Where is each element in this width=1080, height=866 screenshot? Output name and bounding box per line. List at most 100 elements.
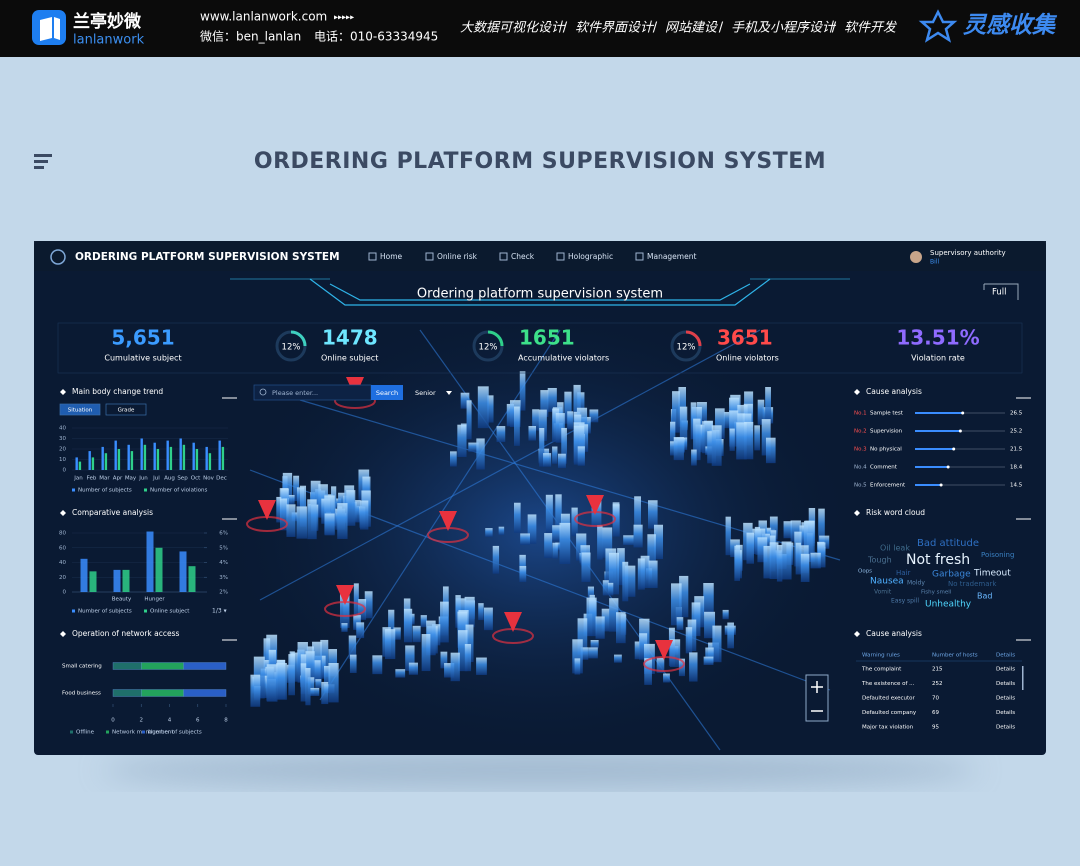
y-category-label: Small catering bbox=[62, 664, 102, 670]
building bbox=[587, 586, 595, 600]
building bbox=[577, 618, 588, 655]
bar bbox=[188, 566, 196, 592]
header-nav-item[interactable]: 手机及小程序设计 bbox=[731, 21, 837, 36]
dashboard-nav-item[interactable]: Home bbox=[380, 252, 403, 261]
tab[interactable] bbox=[59, 403, 101, 416]
building bbox=[487, 395, 494, 423]
dashboard-nav-item[interactable]: Check bbox=[511, 252, 535, 261]
building bbox=[729, 428, 735, 451]
y-tick-label: 60 bbox=[59, 545, 66, 551]
building bbox=[795, 542, 802, 575]
building bbox=[597, 525, 603, 560]
stat-label: Online violators bbox=[716, 354, 779, 363]
bar bbox=[915, 430, 961, 432]
cloud-word: Bad attitude bbox=[917, 538, 979, 549]
details-link[interactable]: Details bbox=[996, 710, 1015, 716]
nav-icon bbox=[425, 252, 434, 261]
tab-label[interactable]: Situation bbox=[68, 408, 93, 414]
cloud-word: Poisoning bbox=[981, 551, 1014, 559]
building bbox=[676, 617, 684, 630]
building bbox=[722, 609, 729, 620]
panel-title: Main body change trend bbox=[72, 387, 163, 396]
marker-pin bbox=[336, 585, 354, 605]
building bbox=[744, 421, 754, 460]
building bbox=[300, 663, 307, 702]
building bbox=[803, 520, 815, 562]
stat-value: 13.51% bbox=[896, 326, 979, 350]
header-nav-item[interactable]: 大数据可视化设计 bbox=[460, 21, 566, 36]
building bbox=[291, 652, 301, 682]
senior-select[interactable]: Senior bbox=[415, 389, 436, 397]
zoom-in[interactable] bbox=[811, 681, 823, 693]
logo-book bbox=[40, 17, 60, 41]
building bbox=[337, 503, 348, 539]
building bbox=[395, 669, 406, 678]
bar-segment bbox=[183, 689, 227, 697]
building bbox=[697, 402, 707, 425]
panel-title: Risk word cloud bbox=[866, 508, 925, 517]
building bbox=[810, 552, 821, 569]
building bbox=[426, 620, 436, 656]
dashboard-nav-item[interactable]: Management bbox=[647, 252, 696, 261]
building bbox=[637, 558, 645, 590]
x-tick-label: Aug bbox=[164, 476, 175, 482]
building bbox=[699, 425, 705, 453]
search-button-label[interactable]: Search bbox=[376, 389, 398, 397]
cause-name: No physical bbox=[870, 447, 902, 453]
y2-tick-label: 4% bbox=[219, 560, 228, 566]
bar-end bbox=[961, 411, 965, 415]
bar bbox=[113, 569, 121, 592]
x-tick-label: Sep bbox=[177, 476, 188, 482]
legend-label: Online subject bbox=[150, 609, 190, 615]
building bbox=[305, 668, 311, 706]
building bbox=[765, 387, 771, 425]
building bbox=[547, 387, 557, 412]
full-button[interactable]: Full bbox=[992, 288, 1007, 298]
details-link[interactable]: Details bbox=[996, 681, 1015, 687]
building bbox=[572, 639, 583, 674]
building bbox=[769, 516, 778, 540]
dashboard-nav-item[interactable]: Online risk bbox=[437, 252, 478, 261]
building bbox=[276, 496, 282, 523]
building bbox=[528, 425, 537, 441]
search-placeholder[interactable]: Please enter... bbox=[272, 389, 318, 397]
tab-label[interactable]: Grade bbox=[118, 408, 135, 414]
legend-swatch bbox=[106, 730, 109, 734]
stat-label: Accumulative violators bbox=[518, 354, 609, 363]
table-scrollbar bbox=[1022, 666, 1024, 690]
header-nav-item[interactable]: 网站建设 bbox=[665, 21, 719, 36]
cause-value: 14.5 bbox=[1010, 483, 1023, 489]
building bbox=[729, 410, 739, 447]
building bbox=[440, 651, 448, 669]
building bbox=[648, 560, 658, 589]
nav-separator: / bbox=[719, 21, 724, 36]
building bbox=[544, 533, 553, 558]
building bbox=[288, 654, 295, 696]
search-button[interactable] bbox=[371, 385, 403, 400]
building bbox=[313, 660, 321, 682]
building bbox=[580, 647, 589, 660]
menu-icon[interactable] bbox=[34, 154, 52, 169]
building bbox=[310, 480, 321, 517]
building bbox=[513, 406, 520, 446]
tab[interactable] bbox=[105, 403, 147, 416]
x-tick-label: Beauty bbox=[112, 597, 132, 603]
details-link[interactable]: Details bbox=[996, 725, 1015, 731]
building bbox=[602, 527, 613, 558]
building bbox=[293, 475, 300, 502]
dashboard-nav-item[interactable]: Holographic bbox=[568, 252, 613, 261]
header-nav-item[interactable]: 软件界面设计 bbox=[575, 21, 655, 36]
details-link[interactable]: Details bbox=[996, 667, 1015, 673]
rank-label: No.3 bbox=[854, 447, 867, 453]
header-nav-item[interactable]: 软件开发 bbox=[844, 21, 898, 36]
nav-icon bbox=[368, 252, 377, 261]
building bbox=[653, 524, 664, 560]
pager[interactable]: 1/3 ▾ bbox=[212, 608, 227, 615]
legend-swatch bbox=[142, 730, 145, 734]
building bbox=[476, 438, 485, 470]
details-link[interactable]: Details bbox=[996, 696, 1015, 702]
user-name: Bill bbox=[930, 259, 939, 266]
bar bbox=[89, 571, 97, 592]
building bbox=[672, 391, 680, 433]
bar bbox=[915, 412, 963, 414]
